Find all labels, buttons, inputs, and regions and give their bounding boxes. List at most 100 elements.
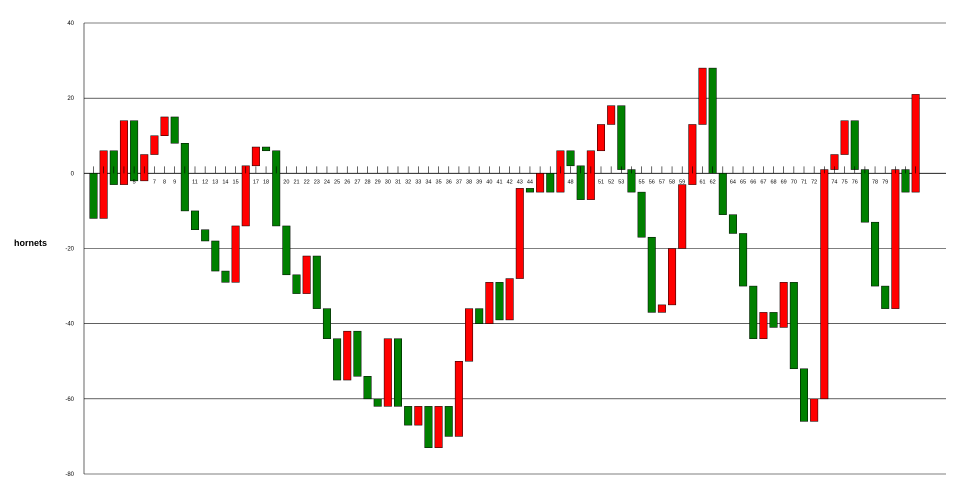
bar-increase [485,282,494,324]
bar-increase [536,173,545,193]
bar-decrease [180,143,189,212]
bar-decrease [272,150,281,227]
x-tick-label: 70 [791,179,797,185]
x-tick-label: 12 [202,179,208,185]
bar-decrease [617,105,626,170]
x-tick-label: 65 [740,179,746,185]
bar-decrease [769,312,778,328]
y-tick-label: -60 [65,397,74,403]
bar-decrease [728,214,737,234]
x-tick-label: 43 [517,179,523,185]
bar-increase [688,124,697,185]
bar-increase [251,146,260,167]
x-tick-label: 38 [466,179,472,185]
bar-decrease [881,285,890,309]
bar-decrease [718,173,727,215]
bar-increase [657,304,666,313]
x-tick-label: 26 [344,179,350,185]
x-tick-label: 20 [283,179,289,185]
bar-increase [607,105,616,125]
bar-increase [698,67,707,125]
x-tick-label: 55 [639,179,645,185]
bar-increase [383,338,392,407]
bar-increase [820,169,829,400]
x-tick-label: 18 [263,179,269,185]
bar-decrease [708,67,717,174]
x-tick-label: 9 [173,179,176,185]
x-tick-label: 66 [750,179,756,185]
x-tick-label: 14 [222,179,228,185]
bar-decrease [394,338,402,407]
x-tick-label: 76 [852,179,858,185]
y-tick-label: 40 [67,21,74,27]
x-tick-label: 75 [842,179,848,185]
bar-increase [505,278,514,321]
x-tick-label: 34 [425,179,431,185]
x-tick-label: 31 [395,179,401,185]
bar-decrease [444,406,453,437]
bar-decrease [871,221,880,287]
bar-decrease [739,233,748,287]
bar-decrease [292,274,301,294]
x-tick-label: 24 [324,179,330,185]
bar-increase [241,165,250,227]
bar-decrease [373,398,382,407]
y-tick-label: -40 [65,322,74,328]
bar-increase [465,308,474,362]
bar-decrease [647,236,656,313]
bar-decrease [475,308,484,324]
bar-increase [434,406,443,448]
bar-decrease [637,191,646,238]
bar-increase [597,124,605,152]
x-tick-label: 79 [882,179,888,185]
bar-increase [414,406,423,426]
bar-decrease [170,116,179,144]
bar-increase [810,398,819,422]
bar-increase [586,150,595,200]
x-tick-label: 57 [659,179,665,185]
y-tick-labels: 40 20 0 -20 -40 -60 -80 [65,21,74,478]
x-tick-label: 41 [496,179,502,185]
x-tick-label: 15 [233,179,239,185]
x-tick-label: 78 [872,179,878,185]
x-tick-label: 22 [304,179,310,185]
bar-increase [302,255,311,294]
x-tick-label: 27 [354,179,360,185]
x-tick-label: 35 [436,179,442,185]
x-tick-label: 30 [385,179,391,185]
bar-decrease [860,169,869,223]
x-tick-label: 33 [415,179,421,185]
x-tick-label: 52 [608,179,614,185]
bar-decrease [282,225,291,276]
x-axis [93,166,916,174]
x-tick-labels: 5 7 8 9 11 12 13 14 15 17 18 20 21 22 23 24 25 26 27 28 29 30… [133,179,889,185]
bar-increase [99,150,108,219]
x-tick-label: 62 [710,179,716,185]
bar-decrease [495,282,504,321]
x-tick-label: 51 [598,179,604,185]
x-tick-label: 53 [618,179,624,185]
bar-decrease [312,255,321,309]
x-tick-label: 8 [163,179,166,185]
y-tick-label: -80 [65,472,74,478]
x-tick-label: 72 [811,179,817,185]
bar-decrease [211,240,220,272]
bar-decrease [333,338,342,381]
bar-decrease [850,120,859,170]
bar-increase [678,184,687,249]
x-tick-label: 23 [314,179,320,185]
y-tick-label: 20 [67,96,74,102]
bar-decrease [322,308,331,339]
bar-decrease [201,229,210,242]
x-tick-label: 28 [364,179,370,185]
bar-increase [160,116,169,137]
bar-decrease [363,376,372,400]
bar-increase [454,361,463,437]
x-tick-label: 48 [567,179,573,185]
x-tick-label: 74 [831,179,837,185]
x-tick-label: 32 [405,179,411,185]
x-tick-label: 21 [293,179,299,185]
bar-increase [150,135,159,155]
bar-decrease [221,270,230,283]
x-tick-label: 61 [699,179,705,185]
